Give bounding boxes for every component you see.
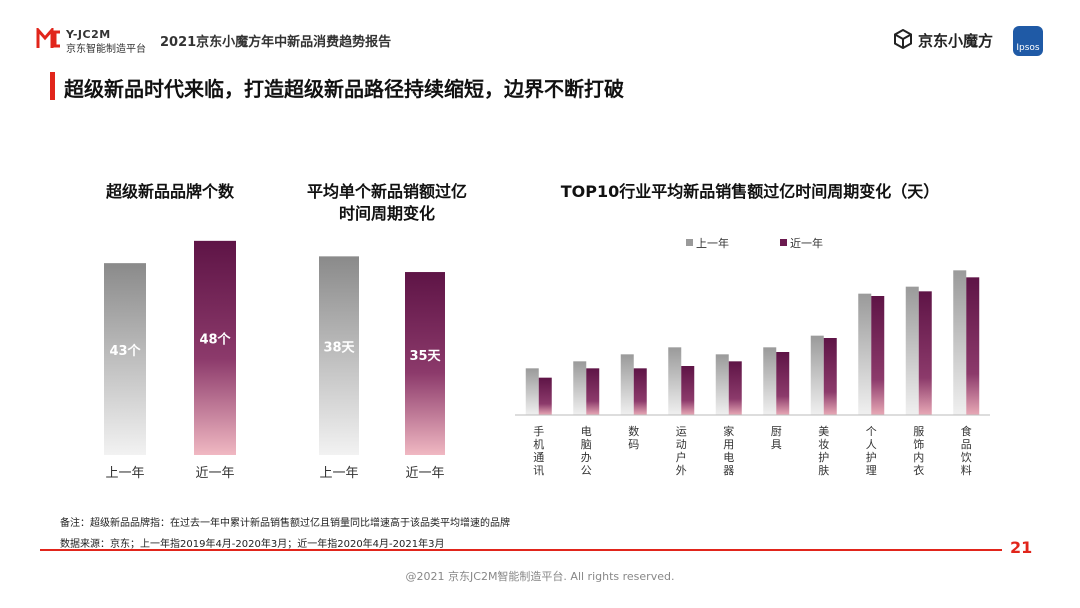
chart3-bar-0-7 (858, 293, 872, 415)
report-title: 2021京东小魔方年中新品消费趋势报告 (160, 35, 392, 50)
chart1-data-label-1: 48个 (199, 332, 231, 348)
chart3-bar-0-9 (953, 270, 967, 415)
chart3-category-0: 手机通讯 (533, 424, 544, 477)
chart3-category-4: 家用电器 (723, 424, 734, 477)
logo-text: Y-JC2M (66, 28, 111, 41)
chart3-bar-1-6 (823, 338, 837, 415)
footnote-source: 数据来源：京东；上一年指2019年4月-2020年3月；近一年指2020年4月-… (60, 539, 445, 550)
title-accent-bar (50, 72, 55, 100)
jc2m-logo-icon (36, 28, 60, 48)
chart3-bar-1-8 (918, 291, 932, 415)
page-number: 21 (1010, 538, 1033, 557)
chart2-data-label-1: 35天 (409, 349, 441, 364)
chart3-category-1: 电脑办公 (581, 425, 592, 477)
chart3: 手机通讯 电脑办公 数码 运动户外 家用电器 厨具 美妆护肤 个人护理 服饰内衣 食品饮料 上一年 近… (515, 236, 990, 477)
chart2-title-line1: 平均单个新品销额过亿 (306, 182, 467, 201)
chart1-data-label-0: 43个 (109, 343, 141, 359)
chart3-category-5: 厨具 (771, 425, 782, 451)
chart3-bar-0-2 (620, 354, 634, 415)
chart1-category-0: 上一年 (105, 466, 144, 481)
chart3-bar-1-2 (633, 368, 647, 415)
chart2-category-1: 近一年 (405, 466, 444, 481)
chart3-bar-1-5 (776, 352, 790, 415)
chart3-bar-0-8 (905, 286, 919, 415)
footer-line (40, 549, 1002, 551)
chart3-bar-1-9 (966, 277, 980, 415)
chart3-category-9: 食品饮料 (961, 424, 972, 477)
chart3-category-7: 个人护理 (866, 425, 877, 477)
chart3-bar-0-3 (668, 347, 682, 415)
chart3-bar-1-1 (586, 368, 600, 415)
chart3-legend-label-0: 上一年 (696, 236, 729, 250)
chart3-bar-0-4 (715, 354, 729, 415)
chart2-title: 平均单个新品销额过亿 时间周期变化 (282, 181, 492, 225)
chart2-data-label-0: 38天 (323, 341, 355, 356)
chart3-legend-swatch-1 (780, 239, 787, 246)
chart1-category-1: 近一年 (195, 466, 234, 481)
chart2-bar-0 (319, 256, 359, 455)
chart2-category-0: 上一年 (319, 466, 358, 481)
logo-subtext: 京东智能制造平台 (66, 44, 146, 55)
chart3-category-3: 运动户外 (676, 425, 687, 477)
chart3-bar-1-0 (538, 377, 552, 415)
chart2-title-line2: 时间周期变化 (338, 204, 435, 223)
chart3-legend-label-1: 近一年 (790, 236, 823, 250)
chart3-title: TOP10行业平均新品销售额过亿时间周期变化（天） (560, 182, 940, 201)
chart1-bar-0 (104, 263, 146, 455)
chart3-category-2: 数码 (628, 425, 639, 451)
ipsos-logo: Ipsos (1013, 26, 1043, 56)
chart3-bar-1-4 (728, 361, 742, 415)
chart3-bar-0-1 (573, 361, 587, 415)
chart3-legend-swatch-0 (686, 239, 693, 246)
chart1-bar-1 (194, 240, 236, 455)
main-title: 超级新品时代来临，打造超级新品路径持续缩短，边界不断打破 (64, 77, 624, 101)
chart3-bar-0-6 (810, 335, 824, 415)
chart3-category-6: 美妆护肤 (818, 425, 829, 477)
chart3-bar-1-7 (871, 296, 885, 415)
chart3-bar-1-3 (681, 366, 695, 415)
chart1-title: 超级新品品牌个数 (105, 182, 234, 201)
footnote-note: 备注：超级新品品牌指：在过去一年中累计新品销售额过亿且销量同比增速高于该品类平均… (60, 518, 510, 529)
jd-cube-icon (894, 29, 912, 49)
chart3-category-8: 服饰内衣 (913, 425, 924, 477)
chart2-bar-1 (405, 272, 445, 455)
chart3-bar-0-5 (763, 347, 777, 415)
chart3-bar-0-0 (525, 368, 539, 415)
copyright: @2021 京东JC2M智能制造平台. All rights reserved. (405, 570, 675, 583)
jd-brand-name: 京东小魔方 (918, 32, 994, 50)
